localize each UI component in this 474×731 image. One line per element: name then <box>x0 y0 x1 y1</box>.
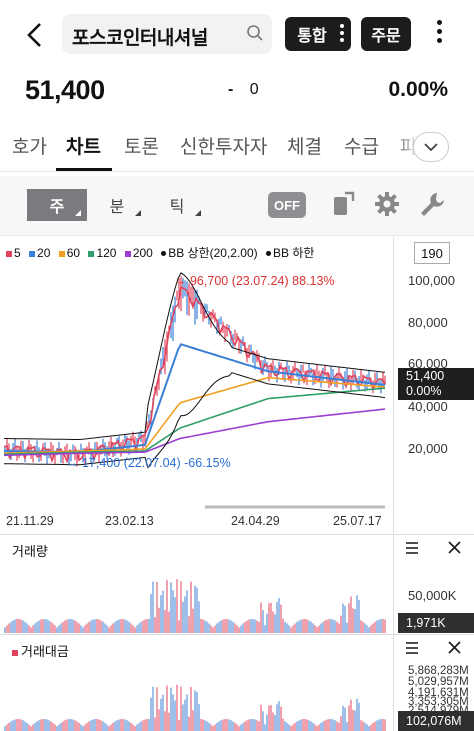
high-annotation: → 96,700 (23.07.24) 88.13% <box>174 274 335 288</box>
legend-ma120: 120 <box>88 246 116 260</box>
amount-tag: 102,076M <box>398 711 474 731</box>
price-tag-rate: 0.00% <box>406 384 442 398</box>
amount-pane-controls <box>406 641 461 654</box>
tab-supply[interactable]: 수급 <box>344 137 379 158</box>
stock-name: 포스코인터내셔널 <box>72 28 208 49</box>
y-tick-80000: 80,000 <box>408 315 448 330</box>
amount-axis <box>393 635 474 731</box>
tonghap-button[interactable]: 통합 <box>285 17 351 51</box>
volume-pane[interactable]: 거래량 50,000K 1,971K <box>0 534 474 634</box>
y-tick-40000: 40,000 <box>408 399 448 414</box>
close-icon <box>448 641 461 654</box>
period-minute-label: 분 <box>109 199 125 216</box>
tab-trades[interactable]: 체결 <box>287 137 322 158</box>
legend-ma20: 20 <box>29 246 50 260</box>
y-tick-100000: 100,000 <box>408 273 455 288</box>
price-chart[interactable] <box>0 237 474 533</box>
tab-investor[interactable]: 신한투자자 <box>180 137 268 158</box>
x-tick-3: 24.04.29 <box>231 514 280 528</box>
menu-icon <box>406 642 418 654</box>
active-tab-indicator <box>56 168 112 171</box>
kebab-menu-icon[interactable] <box>432 20 446 48</box>
volume-tag: 1,971K <box>398 613 474 633</box>
tab-bar: 호가 차트 토론 신한투자자 체결 수급 파 <box>0 124 474 172</box>
amount-title-text: 거래대금 <box>21 644 69 659</box>
close-icon <box>448 541 461 554</box>
tab-discussion[interactable]: 토론 <box>124 137 159 158</box>
amount-title: 거래대금 <box>12 641 69 660</box>
off-toggle[interactable]: OFF <box>268 192 306 218</box>
period-week-label: 주 <box>49 199 65 216</box>
change-sign: - <box>228 81 234 98</box>
tab-hoga[interactable]: 호가 <box>12 137 47 158</box>
stock-search-box[interactable]: 포스코인터내셔널 <box>62 14 272 54</box>
legend-bb-lower: BB 하한 <box>265 246 314 260</box>
bb-upper-line <box>4 272 386 440</box>
volume-axis <box>393 535 474 634</box>
candle-count-box[interactable]: 190 <box>414 242 450 264</box>
period-tick[interactable]: 틱 <box>147 189 207 221</box>
price-tag-value: 51,400 <box>406 369 445 383</box>
volume-tick: 50,000K <box>408 588 457 603</box>
order-button[interactable]: 주문 <box>361 17 411 51</box>
period-tick-label: 틱 <box>169 199 185 216</box>
amount-tick-1: 5,868,283M <box>408 665 469 677</box>
current-price: 51,400 <box>25 75 105 105</box>
top-header: 포스코인터내셔널 통합 주문 <box>0 0 474 68</box>
period-week[interactable]: 주 <box>27 189 87 221</box>
amount-bars <box>4 684 386 731</box>
x-tick-2: 23.02.13 <box>105 514 154 528</box>
legend-ma60: 60 <box>58 246 80 260</box>
ma-line-120 <box>3 387 386 456</box>
amount-tick-4: 3,353,305M <box>408 696 469 708</box>
bb-lower-line <box>4 372 386 469</box>
amount-tick-3: 4,191,631M <box>408 687 469 699</box>
order-label: 주문 <box>371 28 401 45</box>
menu-icon <box>406 542 418 554</box>
legend-bb-upper: BB 상한(20,2.00) <box>161 246 258 260</box>
price-chart-canvas <box>3 272 386 509</box>
x-tick-4: 25.07.17 <box>333 514 382 528</box>
share-icon[interactable] <box>330 189 360 219</box>
change-rate: 0.00% <box>388 78 448 101</box>
legend-ma200: 200 <box>124 246 153 260</box>
y-tick-20000: 20,000 <box>408 441 448 456</box>
quote-row: 51,400 - 0 0.00% <box>0 70 474 114</box>
period-minute[interactable]: 분 <box>87 189 147 221</box>
low-annotation: → 17,400 (22.07.04) -66.15% <box>66 456 231 470</box>
gear-icon[interactable] <box>372 189 402 219</box>
low-annotation-text: 17,400 (22.07.04) -66.15% <box>81 456 231 470</box>
volume-bars <box>4 579 386 633</box>
high-annotation-text: 96,700 (23.07.24) 88.13% <box>189 274 335 288</box>
amount-tick-2: 5,029,957M <box>408 676 469 688</box>
price-change: - 0 <box>228 81 259 99</box>
search-icon[interactable] <box>246 24 264 42</box>
current-price-tag: 51,400 0.00% <box>398 368 474 400</box>
tab-expand-button[interactable] <box>413 132 449 162</box>
change-value: 0 <box>249 81 259 98</box>
x-tick-1: 21.11.29 <box>6 514 54 528</box>
legend-ma5: 5 <box>6 246 21 260</box>
price-axis <box>393 237 474 533</box>
back-chevron-icon <box>27 23 41 47</box>
wrench-icon[interactable] <box>417 189 447 219</box>
chart-toolbar: 주 분 틱 <box>0 176 474 236</box>
amount-pane[interactable]: 거래대금 5,868,283M 5,029,957M 4,191,631M 3,… <box>0 634 474 731</box>
tab-chart[interactable]: 차트 <box>66 137 101 158</box>
ma-line-60 <box>3 376 386 454</box>
back-button[interactable] <box>18 18 52 52</box>
volume-title: 거래량 <box>12 544 48 559</box>
volume-pane-controls <box>406 541 461 554</box>
tonghap-label: 통합 <box>297 28 327 45</box>
ma-line-200 <box>3 408 386 457</box>
y-tick-60000: 60,000 <box>408 356 448 371</box>
chart-legend: 5 20 60 120 200 BB 상한(20,2.00) BB 하한 <box>6 244 319 261</box>
tonghap-more-icon <box>340 24 344 45</box>
chevron-down-icon <box>424 143 438 152</box>
ma-line-5 <box>3 285 386 464</box>
